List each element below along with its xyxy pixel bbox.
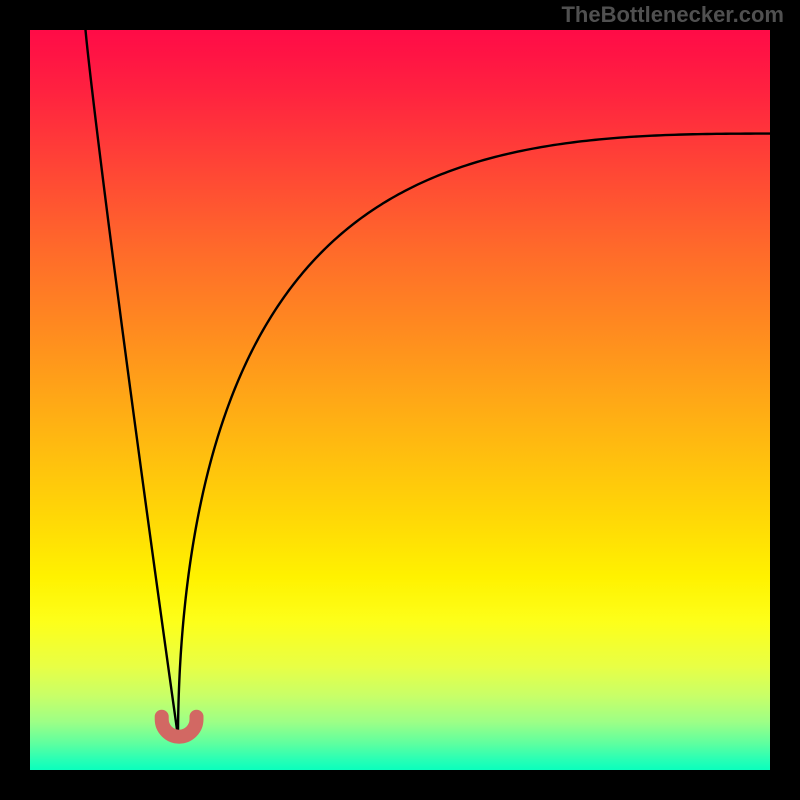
plot-svg [0, 0, 800, 800]
chart-container: TheBottlenecker.com [0, 0, 800, 800]
plot-background [30, 30, 770, 770]
watermark-text: TheBottlenecker.com [561, 2, 784, 28]
